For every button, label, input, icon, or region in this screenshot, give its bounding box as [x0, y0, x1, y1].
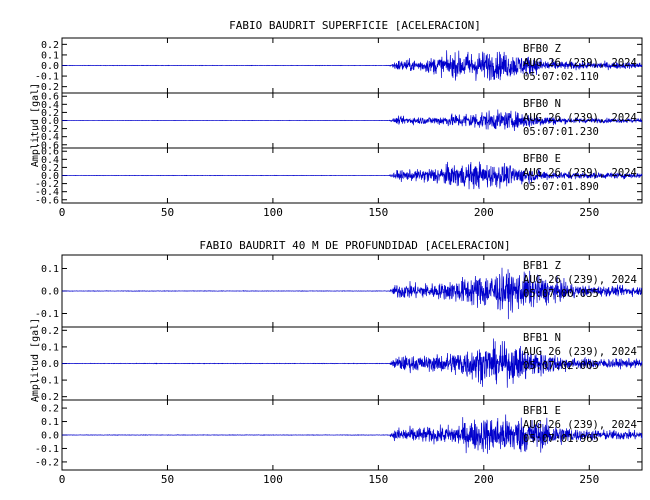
y-tick-label: -0.1 [35, 72, 59, 83]
y-tick-label: -0.1 [35, 309, 59, 320]
trace-panel [61, 147, 643, 204]
y-tick-label: 0.0 [41, 287, 59, 298]
y-tick-label: 0.0 [41, 431, 59, 442]
waveform-trace [61, 161, 643, 190]
y-tick-label: 0.2 [41, 108, 59, 119]
y-tick-label: 0.2 [41, 163, 59, 174]
y-tick-label: -0.4 [35, 132, 59, 143]
y-tick-label: 0.6 [41, 147, 59, 158]
station-annotation: 05:07:01.890 [523, 181, 599, 193]
x-tick-label: 100 [263, 206, 283, 219]
x-tick-label: 50 [161, 206, 174, 219]
y-tick-label: -0.4 [35, 187, 59, 198]
ylabel-depth: Amplitud [gal] [30, 318, 41, 402]
x-tick-label: 0 [59, 206, 66, 219]
station-annotation: 05:07:02.005 [523, 360, 599, 372]
station-annotation: BFB0 E [523, 153, 561, 165]
y-tick-label: -0.1 [35, 444, 59, 455]
station-annotation: AUG 26 (239), 2024 [523, 57, 637, 69]
station-annotation: 05:07:01.965 [523, 433, 599, 445]
waveform-trace [61, 109, 643, 132]
x-tick-label: 150 [368, 473, 388, 486]
station-annotation: BFB0 N [523, 98, 561, 110]
waveform-trace [61, 50, 643, 81]
y-tick-label: 0.2 [41, 40, 59, 51]
y-tick-label: -0.2 [35, 392, 59, 403]
y-tick-label: -0.2 [35, 124, 59, 135]
y-tick-label: 0.0 [41, 171, 59, 182]
y-tick-label: 0.0 [41, 61, 59, 72]
station-annotation: 05:07:02.110 [523, 71, 599, 83]
y-tick-label: 0.0 [41, 116, 59, 127]
x-tick-label: 50 [161, 473, 174, 486]
x-tick-label: 250 [579, 473, 599, 486]
chart-title-surface: FABIO BAUDRIT SUPERFICIE [ACELERACION] [229, 19, 481, 32]
x-tick-label: 150 [368, 206, 388, 219]
station-annotation: AUG 26 (239), 2024 [523, 112, 637, 124]
y-tick-label: 0.1 [41, 264, 59, 275]
y-tick-label: 0.6 [41, 92, 59, 103]
y-tick-label: 0.2 [41, 404, 59, 415]
y-tick-label: 0.2 [41, 326, 59, 337]
station-annotation: BFB1 N [523, 332, 561, 344]
station-annotation: AUG 26 (239), 2024 [523, 346, 637, 358]
station-annotation: AUG 26 (239), 2024 [523, 167, 637, 179]
station-annotation: BFB1 E [523, 405, 561, 417]
trace-panel [61, 37, 643, 94]
y-tick-label: -0.1 [35, 376, 59, 387]
y-tick-label: -0.2 [35, 179, 59, 190]
x-tick-label: 0 [59, 473, 66, 486]
y-tick-label: 0.4 [41, 155, 59, 166]
y-tick-label: 0.4 [41, 100, 59, 111]
station-annotation: BFB1 Z [523, 260, 561, 272]
chart-title-depth: FABIO BAUDRIT 40 M DE PROFUNDIDAD [ACELE… [199, 239, 510, 252]
y-tick-label: -0.6 [35, 140, 59, 151]
station-annotation: AUG 26 (239), 2024 [523, 274, 637, 286]
y-tick-label: 0.1 [41, 342, 59, 353]
station-annotation: 05:07:01.230 [523, 126, 599, 138]
station-annotation: 05:07:00.055 [523, 288, 599, 300]
station-annotation: AUG 26 (239), 2024 [523, 419, 637, 431]
x-tick-label: 200 [474, 473, 494, 486]
y-tick-label: 0.0 [41, 359, 59, 370]
trace-panel [61, 399, 643, 471]
station-annotation: BFB0 Z [523, 43, 561, 55]
x-tick-label: 200 [474, 206, 494, 219]
x-tick-label: 100 [263, 473, 283, 486]
ylabel-surface: Amplitud [gal] [30, 83, 41, 167]
y-tick-label: 0.1 [41, 417, 59, 428]
waveform-trace [61, 338, 643, 388]
waveform-trace [61, 267, 643, 320]
y-tick-label: -0.2 [35, 82, 59, 93]
x-tick-label: 250 [579, 206, 599, 219]
y-tick-label: -0.6 [35, 195, 59, 206]
y-tick-label: 0.1 [41, 50, 59, 61]
y-tick-label: -0.2 [35, 457, 59, 468]
waveform-trace [61, 414, 643, 454]
